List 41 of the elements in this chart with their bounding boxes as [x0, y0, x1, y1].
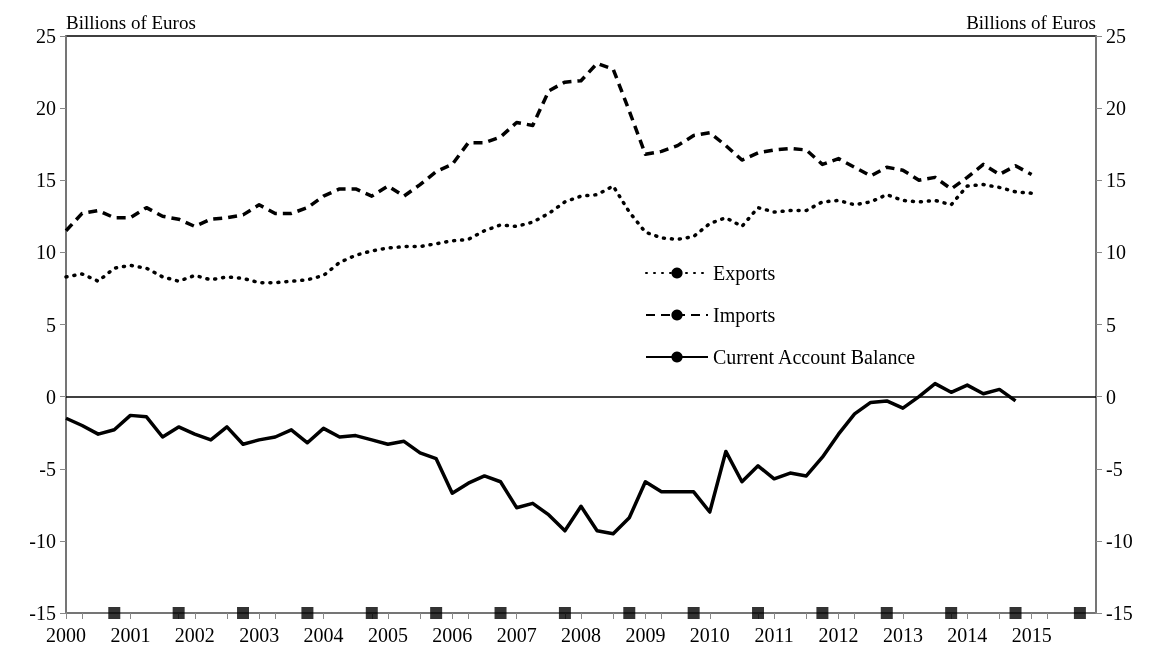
y2-tick-label: 20 [1106, 97, 1126, 120]
legend-label: Imports [713, 304, 776, 327]
x-tick-label: 2014 [947, 624, 988, 646]
x-tick-label: 2006 [432, 624, 473, 646]
y-tick-label: 25 [36, 25, 56, 47]
y-tick-label: 0 [46, 385, 56, 408]
y-tick-label: -10 [29, 529, 56, 552]
y2-tick-label: 10 [1106, 241, 1126, 264]
x-tick-label: 2005 [367, 624, 408, 646]
x-tick-label: 2004 [303, 624, 344, 646]
y-axis-title: Billions of Euros [66, 12, 196, 33]
x-tick-label: 2011 [754, 624, 794, 646]
y-tick-label: -15 [29, 602, 56, 624]
line-series [64, 182, 1034, 285]
x-tick-label: 2008 [561, 624, 601, 646]
x-tick-label: 2000 [46, 624, 86, 646]
legend-label: Exports [713, 262, 776, 285]
y-tick-label: 20 [36, 97, 56, 120]
y-tick-label: 5 [46, 313, 56, 336]
y2-tick-label: -10 [1106, 529, 1133, 552]
x-tick-label: 2013 [882, 624, 923, 646]
legend-label: Current Account Balance [713, 346, 916, 368]
y2-axis-title: Billions of Euros [966, 12, 1096, 33]
line-series [64, 61, 1034, 233]
y2-tick-label: -5 [1106, 457, 1123, 480]
y2-tick-label: 25 [1106, 25, 1126, 47]
y-tick-label: 10 [36, 241, 56, 264]
x-tick-label: 2010 [689, 624, 730, 646]
y2-tick-label: 15 [1106, 169, 1126, 192]
x-tick-label: 2001 [110, 624, 151, 646]
x-tick-label: 2009 [625, 624, 666, 646]
y2-tick-label: 0 [1106, 385, 1116, 408]
y2-tick-label: 5 [1106, 313, 1116, 336]
y-tick-label: -5 [39, 457, 56, 480]
x-tick-label: 2015 [1011, 624, 1052, 646]
x-tick-label: 2007 [496, 624, 537, 646]
y2-tick-label: -15 [1106, 602, 1133, 624]
x-tick-label: 2002 [174, 624, 215, 646]
x-tick-label: 2012 [818, 624, 859, 646]
y-tick-label: 15 [36, 169, 56, 192]
x-tick-label: 2003 [239, 624, 280, 646]
